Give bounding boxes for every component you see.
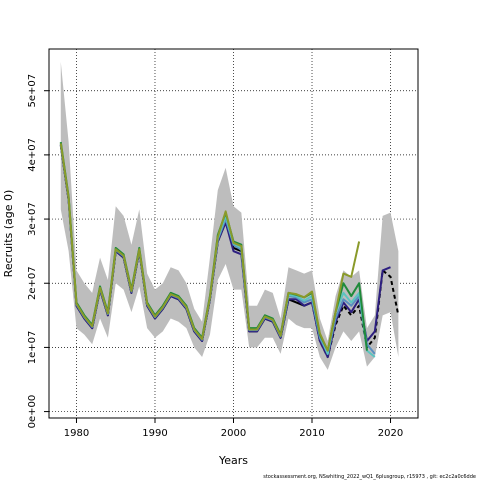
confidence-band — [60, 61, 399, 370]
x-tick-label: 2000 — [221, 428, 246, 439]
footer-note: stockassessment.org, NSwhiting_2022_wQ1_… — [263, 474, 476, 480]
y-tick-label: 1e+07 — [27, 331, 38, 365]
series-group — [59, 141, 400, 359]
x-tick-label: 1980 — [64, 428, 89, 439]
x-axis-title: Years — [218, 454, 248, 467]
x-tick-label: 2020 — [378, 428, 403, 439]
y-axis: 0e+00 1e+07 2e+07 3e+07 4e+07 5e+07 — [27, 74, 49, 428]
x-tick-label: 1990 — [142, 428, 167, 439]
y-tick-label: 5e+07 — [27, 74, 38, 108]
x-tick-label: 2010 — [299, 428, 324, 439]
series-line-7 — [59, 143, 361, 352]
series-line-2 — [311, 269, 400, 359]
y-tick-label: 4e+07 — [27, 138, 38, 172]
y-tick-label: 0e+00 — [27, 395, 38, 429]
y-tick-label: 2e+07 — [27, 266, 38, 300]
x-axis: 1980 1990 2000 2010 2020 — [64, 418, 403, 439]
y-axis-title: Recruits (age 0) — [2, 190, 15, 278]
y-tick-label: 3e+07 — [27, 202, 38, 236]
